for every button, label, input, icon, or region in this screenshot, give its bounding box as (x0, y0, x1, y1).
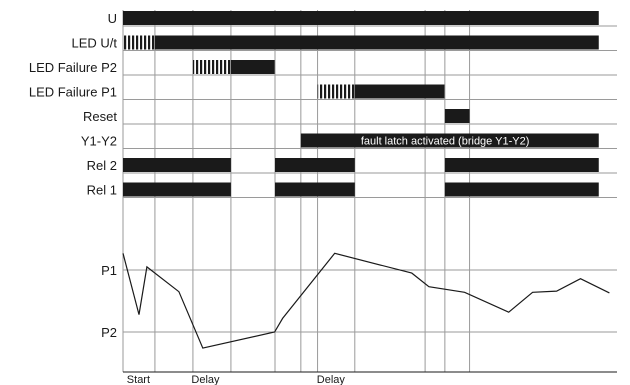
signal-label: Y1-Y2 (81, 134, 117, 149)
signal-label: Reset (83, 109, 117, 124)
signal-bar (123, 182, 231, 197)
signal-label: Rel 2 (87, 158, 117, 173)
time-marker-label: Start (127, 374, 150, 385)
signal-bar-blinking (192, 60, 231, 74)
signal-bar (154, 35, 599, 50)
signal-bar-text: fault latch activated (bridge Y1-Y2) (361, 136, 530, 148)
signal-bar (444, 158, 599, 172)
signal-bar-blinking (123, 35, 155, 50)
signal-bar (123, 158, 231, 172)
signal-bar (275, 182, 355, 197)
signal-bar (275, 158, 355, 172)
signal-label: LED U/t (71, 36, 117, 51)
signal-bar (444, 182, 599, 197)
pressure-level-label: P1 (101, 263, 117, 278)
signal-bar (230, 60, 275, 74)
signal-label: LED Failure P1 (29, 85, 117, 100)
signal-bar (354, 84, 445, 99)
signal-bar (300, 133, 599, 148)
time-markers: Start Delay Delay (127, 374, 346, 385)
time-marker-label: Delay (317, 374, 346, 385)
pressure-curve (122, 252, 610, 349)
signal-rows: U LED U/t LED Failure P2 LED Failure P1 Rese… (29, 11, 599, 198)
signal-bar (444, 109, 470, 123)
pressure-level-label: P2 (101, 325, 117, 340)
time-marker-label: Delay (191, 374, 220, 385)
signal-label: Rel 1 (87, 183, 117, 198)
signal-label: U (108, 11, 117, 26)
signal-label: LED Failure P2 (29, 60, 117, 75)
pressure-plot: P1 P2 (101, 252, 610, 349)
signal-bar-blinking (317, 84, 355, 99)
grid (122, 10, 617, 373)
signal-bar (123, 11, 599, 25)
